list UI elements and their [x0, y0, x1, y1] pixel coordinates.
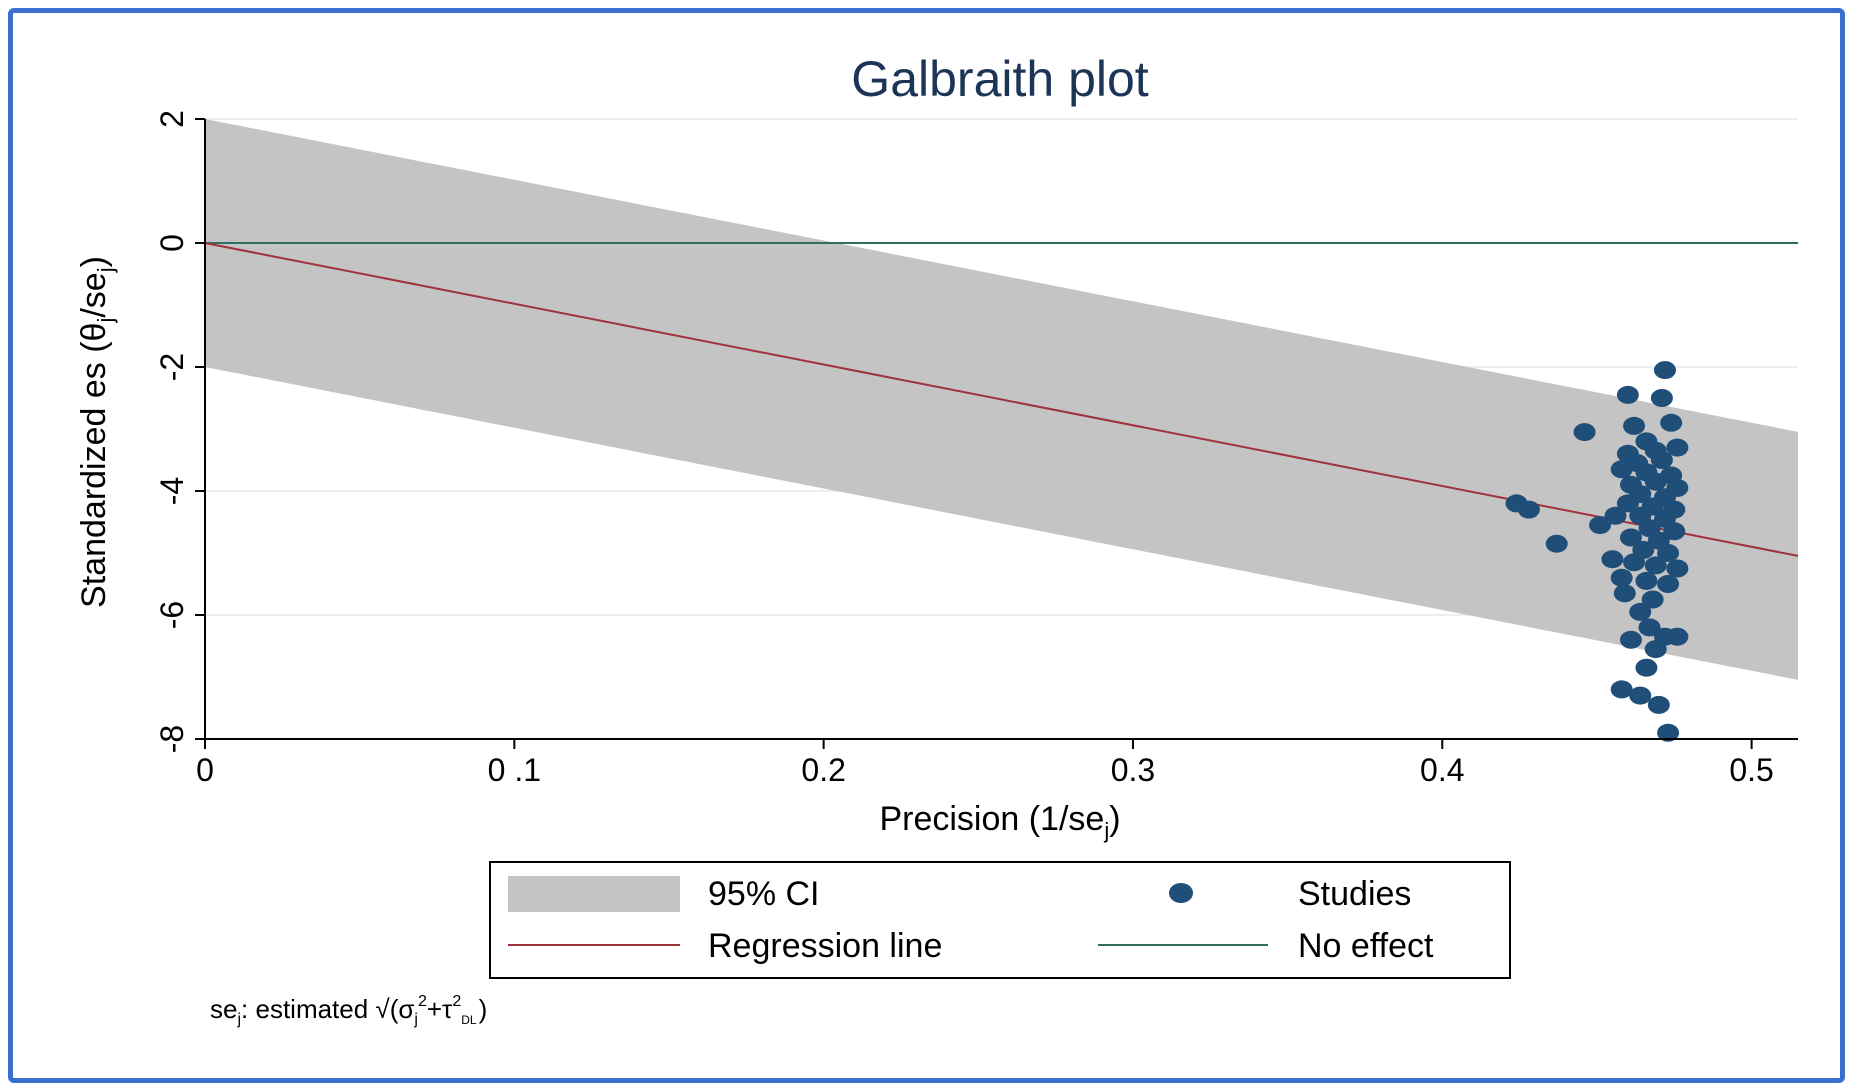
chart-title: Galbraith plot [851, 51, 1148, 107]
study-point-5 [1573, 423, 1596, 442]
y-tick-label-1: 0 [154, 234, 190, 252]
study-point-25 [1604, 506, 1627, 525]
note-text: : estimated √(σ [241, 994, 414, 1024]
study-point-41 [1635, 571, 1658, 590]
y-tick-label-3: -4 [154, 477, 190, 505]
note-plus: +τ [427, 994, 453, 1024]
study-point-43 [1613, 584, 1636, 603]
y-tick-label-5: -8 [154, 725, 190, 753]
y-axis-label: Standardized es (θj/sej) [75, 256, 118, 608]
study-point-53 [1629, 686, 1652, 705]
y-axis-ticks: 2 0 -2 -4 -6 -8 [154, 110, 205, 753]
note-sup3: 2 [452, 993, 461, 1010]
study-point-44 [1641, 590, 1664, 609]
y-label-sub: j [93, 318, 118, 324]
y-label-end: ) [75, 256, 113, 267]
x-label-end: ) [1109, 800, 1120, 838]
x-axis-label: Precision (1/sej) [879, 800, 1120, 843]
note-prefix: se [210, 994, 237, 1024]
x-tick-label-2: 0.2 [801, 752, 845, 788]
legend-studies-label: Studies [1298, 875, 1411, 913]
x-tick-label-1: 0 .1 [488, 752, 541, 788]
y-tick-label-4: -6 [154, 601, 190, 629]
legend-regression-label: Regression line [708, 927, 942, 965]
study-point-16 [1644, 472, 1667, 491]
study-point-3 [1623, 416, 1646, 435]
study-point-49 [1666, 627, 1689, 646]
study-point-9 [1666, 438, 1689, 457]
study-point-2 [1650, 389, 1673, 407]
legend: 95% CI Studies Regression line No effect [489, 861, 1511, 979]
study-point-51 [1635, 658, 1658, 677]
study-point-35 [1657, 544, 1680, 562]
legend-no-effect-label: No effect [1298, 927, 1434, 965]
study-point-40 [1610, 568, 1633, 587]
note-sub: j [236, 1011, 241, 1028]
study-point-50 [1644, 640, 1667, 659]
study-point-47 [1619, 630, 1642, 649]
study-point-33 [1545, 534, 1568, 553]
x-axis-ticks: 0 0 .1 0.2 0.3 0.4 0.5 [196, 739, 1774, 788]
study-point-30 [1663, 522, 1686, 541]
x-label-main: Precision (1/se [879, 800, 1104, 838]
note-sub2: j [413, 1011, 418, 1028]
study-point-38 [1644, 556, 1667, 575]
x-tick-label-5: 0.5 [1729, 752, 1773, 788]
study-point-42 [1657, 575, 1680, 593]
y-tick-label-2: -2 [154, 353, 190, 381]
study-point-4 [1660, 413, 1683, 432]
note-sup2: 2 [418, 993, 427, 1010]
x-tick-label-0: 0 [196, 752, 214, 788]
study-point-36 [1601, 550, 1624, 569]
study-point-11 [1650, 451, 1673, 469]
x-tick-label-3: 0.3 [1111, 752, 1155, 788]
y-label-sub2: j [93, 267, 118, 273]
y-label-mid: /se [75, 272, 113, 317]
y-label-main: Standardized es (θ [75, 323, 113, 608]
study-point-55 [1657, 723, 1680, 742]
legend-studies-marker [1169, 883, 1193, 903]
note-sub3: DL [461, 1013, 477, 1027]
study-point-31 [1619, 528, 1642, 547]
y-tick-label-0: 2 [154, 110, 190, 128]
note-end: ) [479, 994, 488, 1024]
legend-ci-label: 95% CI [708, 875, 820, 913]
legend-ci-swatch [508, 876, 680, 912]
study-point-0 [1653, 361, 1676, 380]
study-point-28 [1589, 516, 1612, 535]
study-point-24 [1517, 500, 1540, 519]
study-point-37 [1623, 553, 1646, 572]
study-point-52 [1610, 680, 1633, 699]
study-point-46 [1638, 618, 1661, 637]
footnote: sej: estimated √(σj2+τ2DL) [210, 993, 487, 1028]
study-point-39 [1666, 559, 1689, 578]
study-points [1505, 361, 1689, 742]
x-label-sub: j [1103, 818, 1109, 843]
study-point-54 [1647, 695, 1670, 714]
study-point-12 [1610, 460, 1633, 479]
x-tick-label-4: 0.4 [1420, 752, 1464, 788]
study-point-20 [1616, 494, 1639, 513]
study-point-1 [1616, 385, 1639, 404]
study-point-45 [1629, 602, 1652, 621]
